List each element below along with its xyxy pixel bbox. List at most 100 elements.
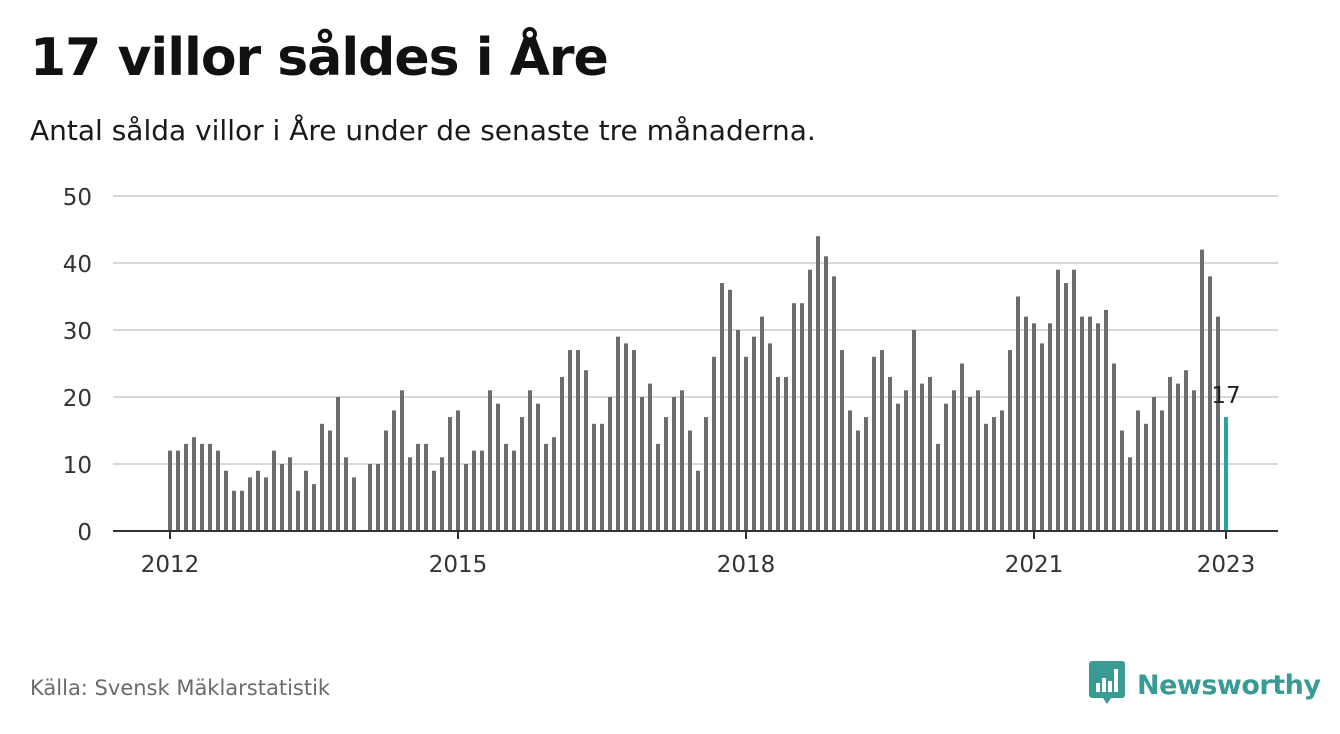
source-note: Källa: Svensk Mäklarstatistik	[30, 676, 331, 700]
bar	[256, 470, 260, 531]
y-tick-label: 40	[63, 252, 92, 278]
bar	[728, 289, 732, 531]
bar	[568, 350, 572, 531]
bar	[416, 443, 420, 531]
bar	[792, 303, 796, 531]
bar	[496, 403, 500, 531]
bar	[408, 457, 412, 531]
bar	[168, 450, 172, 531]
bar	[896, 403, 900, 531]
bar	[592, 423, 596, 531]
bar	[456, 410, 460, 531]
bar	[560, 376, 564, 531]
bar	[832, 276, 836, 531]
bar	[1080, 316, 1084, 531]
bar	[552, 437, 556, 531]
bar	[712, 356, 716, 531]
bar	[1144, 423, 1148, 531]
grid-lines	[113, 195, 1278, 465]
bar	[1088, 316, 1092, 531]
chart-subtitle: Antal sålda villor i Åre under de senast…	[30, 114, 816, 147]
bar-chart: 0 10 20 30 40 50 17 2012 2015 2018 2021 2023	[63, 185, 1278, 578]
bar	[312, 484, 316, 531]
bar	[680, 390, 684, 531]
bar	[976, 390, 980, 531]
bar	[280, 464, 284, 531]
bar	[272, 450, 276, 531]
bar	[1200, 249, 1204, 531]
bar	[224, 470, 228, 531]
bar	[352, 477, 356, 531]
bar	[440, 457, 444, 531]
bar	[1112, 363, 1116, 531]
bar	[288, 457, 292, 531]
bar	[504, 443, 508, 531]
bar	[984, 423, 988, 531]
x-tick-label: 2023	[1197, 552, 1256, 578]
bar	[608, 397, 612, 531]
bar	[392, 410, 396, 531]
bar	[776, 376, 780, 531]
bar	[904, 390, 908, 531]
bar	[464, 464, 468, 531]
bar	[1008, 350, 1012, 531]
bar	[936, 443, 940, 531]
bar	[824, 256, 828, 531]
bar	[448, 417, 452, 531]
y-tick-label: 20	[63, 386, 92, 412]
bar	[760, 316, 764, 531]
bar	[248, 477, 252, 531]
brand-logo[interactable]: Newsworthy	[1089, 661, 1321, 709]
bar	[216, 450, 220, 531]
bar	[752, 336, 756, 531]
bar	[1016, 296, 1020, 531]
bar	[576, 350, 580, 531]
chart-title: 17 villor såldes i Åre	[30, 28, 609, 88]
y-tick-label: 10	[63, 453, 92, 479]
bar	[648, 383, 652, 531]
bar	[960, 363, 964, 531]
bar	[624, 343, 628, 531]
bar	[488, 390, 492, 531]
bar	[264, 477, 268, 531]
bar	[616, 336, 620, 531]
x-tick-label: 2021	[1005, 552, 1064, 578]
bar	[400, 390, 404, 531]
bar	[856, 430, 860, 531]
bar	[376, 464, 380, 531]
bar	[888, 376, 892, 531]
bar	[840, 350, 844, 531]
bar	[336, 397, 340, 531]
bar	[344, 457, 348, 531]
bar	[704, 417, 708, 531]
bar	[240, 490, 244, 531]
bar	[912, 330, 916, 531]
bar	[1208, 276, 1212, 531]
bar	[808, 269, 812, 531]
bar	[304, 470, 308, 531]
bar	[1120, 430, 1124, 531]
bar	[208, 443, 212, 531]
bar	[1160, 410, 1164, 531]
bar	[192, 437, 196, 531]
bar	[664, 417, 668, 531]
bar	[1000, 410, 1004, 531]
bar	[784, 376, 788, 531]
bar	[768, 343, 772, 531]
bar	[816, 236, 820, 531]
bar	[848, 410, 852, 531]
bars	[168, 236, 1228, 531]
x-tick-label: 2012	[141, 552, 200, 578]
bar	[1216, 316, 1220, 531]
bar	[1048, 323, 1052, 531]
y-tick-label: 50	[63, 185, 92, 211]
bar	[544, 443, 548, 531]
bar	[1064, 283, 1068, 531]
bar	[1096, 323, 1100, 531]
highlight-value-label: 17	[1211, 383, 1240, 409]
bar	[528, 390, 532, 531]
y-tick-label: 0	[77, 520, 92, 546]
bar	[384, 430, 388, 531]
bar	[656, 443, 660, 531]
bar	[232, 490, 236, 531]
